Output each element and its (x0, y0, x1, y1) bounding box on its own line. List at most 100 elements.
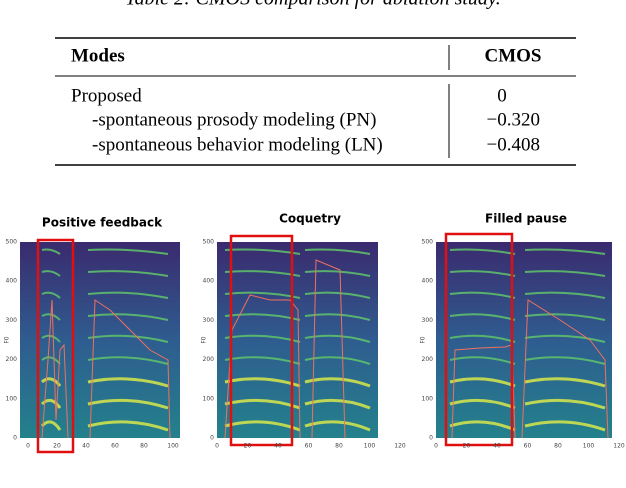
harmonic (304, 270, 371, 277)
harmonic (449, 377, 516, 388)
row-label: -spontaneous behavior modeling (LN) (92, 134, 383, 155)
x-tick-label: 100 (364, 443, 376, 450)
harmonic (87, 377, 169, 388)
y-tick-label: 400 (422, 278, 434, 285)
y-tick-label: 400 (203, 278, 215, 285)
harmonic (524, 270, 606, 277)
highlight-box (36, 238, 75, 454)
panel-title: Positive feedback (42, 216, 163, 230)
harmonic (449, 248, 516, 255)
harmonic (304, 313, 371, 321)
y-tick-label: 0 (210, 435, 214, 442)
y-tick-label: 200 (6, 356, 18, 363)
x-tick-label: 120 (394, 443, 406, 450)
x-tick-label: 100 (583, 443, 595, 450)
harmonic (449, 334, 516, 343)
harmonic (524, 291, 606, 299)
x-tick-label: 20 (53, 443, 61, 450)
y-tick-label: 300 (203, 317, 215, 324)
x-tick-label: 80 (554, 443, 562, 450)
y-tick-label: 0 (13, 435, 17, 442)
header-cell: Modes (71, 45, 125, 66)
harmonic (87, 270, 169, 277)
harmonic (304, 377, 371, 388)
harmonic (524, 334, 606, 343)
harmonic (87, 313, 169, 321)
y-tick-label: 100 (6, 395, 18, 402)
row-label: Proposed (71, 85, 142, 106)
x-tick-label: 40 (274, 443, 282, 450)
y-tick-label: 100 (422, 395, 434, 402)
harmonic (449, 420, 516, 432)
x-tick-label: 0 (26, 443, 30, 450)
harmonic (449, 270, 516, 277)
y-tick-label: 500 (6, 239, 18, 246)
y-axis-label: F0 (201, 336, 208, 343)
x-tick-label: 0 (215, 443, 219, 450)
x-tick-label: 20 (463, 443, 471, 450)
harmonic (449, 291, 516, 299)
harmonic (87, 420, 169, 432)
row-label: -spontaneous prosody modeling (PN) (92, 109, 376, 130)
highlight-box (229, 234, 294, 447)
x-tick-label: 0 (434, 443, 438, 450)
harmonic (304, 248, 371, 255)
harmonic (449, 398, 516, 410)
y-tick-label: 500 (203, 239, 215, 246)
y-tick-label: 0 (429, 435, 433, 442)
x-tick-label: 80 (335, 443, 343, 450)
f0-contour (41, 299, 171, 439)
row-value: −0.408 (487, 134, 540, 155)
harmonic (524, 398, 606, 410)
harmonic (41, 334, 61, 343)
header-cell: CMOS (485, 45, 542, 66)
x-tick-label: 60 (305, 443, 313, 450)
y-axis-label: F0 (4, 336, 11, 343)
harmonic (87, 398, 169, 410)
harmonic (41, 356, 61, 365)
panel-title: Filled pause (485, 212, 567, 226)
y-tick-label: 100 (203, 395, 215, 402)
harmonic (304, 398, 371, 410)
harmonic (524, 248, 606, 255)
harmonic (87, 248, 169, 255)
x-tick-label: 60 (111, 443, 119, 450)
harmonic (304, 334, 371, 343)
y-tick-label: 200 (203, 356, 215, 363)
harmonic (449, 313, 516, 321)
highlight-box (444, 232, 514, 447)
row-value: 0 (497, 85, 507, 106)
harmonic (524, 420, 606, 432)
y-tick-label: 300 (6, 317, 18, 324)
harmonic (87, 356, 169, 365)
harmonic (40, 398, 62, 409)
x-tick-label: 40 (82, 443, 90, 450)
harmonic (87, 291, 169, 299)
harmonic (524, 377, 606, 388)
y-tick-label: 300 (422, 317, 434, 324)
harmonic (304, 356, 371, 365)
x-tick-label: 80 (140, 443, 148, 450)
x-tick-label: 20 (244, 443, 252, 450)
harmonic (41, 248, 61, 255)
x-tick-label: 120 (613, 443, 625, 450)
y-axis-label: F0 (420, 336, 427, 343)
y-tick-label: 400 (6, 278, 18, 285)
harmonic (41, 270, 61, 277)
y-tick-label: 500 (422, 239, 434, 246)
harmonic (87, 334, 169, 343)
y-tick-label: 200 (422, 356, 434, 363)
spectrogram (436, 242, 612, 438)
harmonic (524, 356, 606, 365)
table-caption: Table 2: CMOS comparison for ablation st… (125, 0, 500, 10)
harmonic (304, 291, 371, 299)
x-tick-label: 40 (493, 443, 501, 450)
harmonic (449, 356, 516, 365)
x-tick-label: 60 (524, 443, 532, 450)
harmonic (524, 313, 606, 321)
panel-title: Coquetry (279, 212, 341, 226)
x-tick-label: 100 (167, 443, 179, 450)
harmonic (41, 291, 61, 299)
